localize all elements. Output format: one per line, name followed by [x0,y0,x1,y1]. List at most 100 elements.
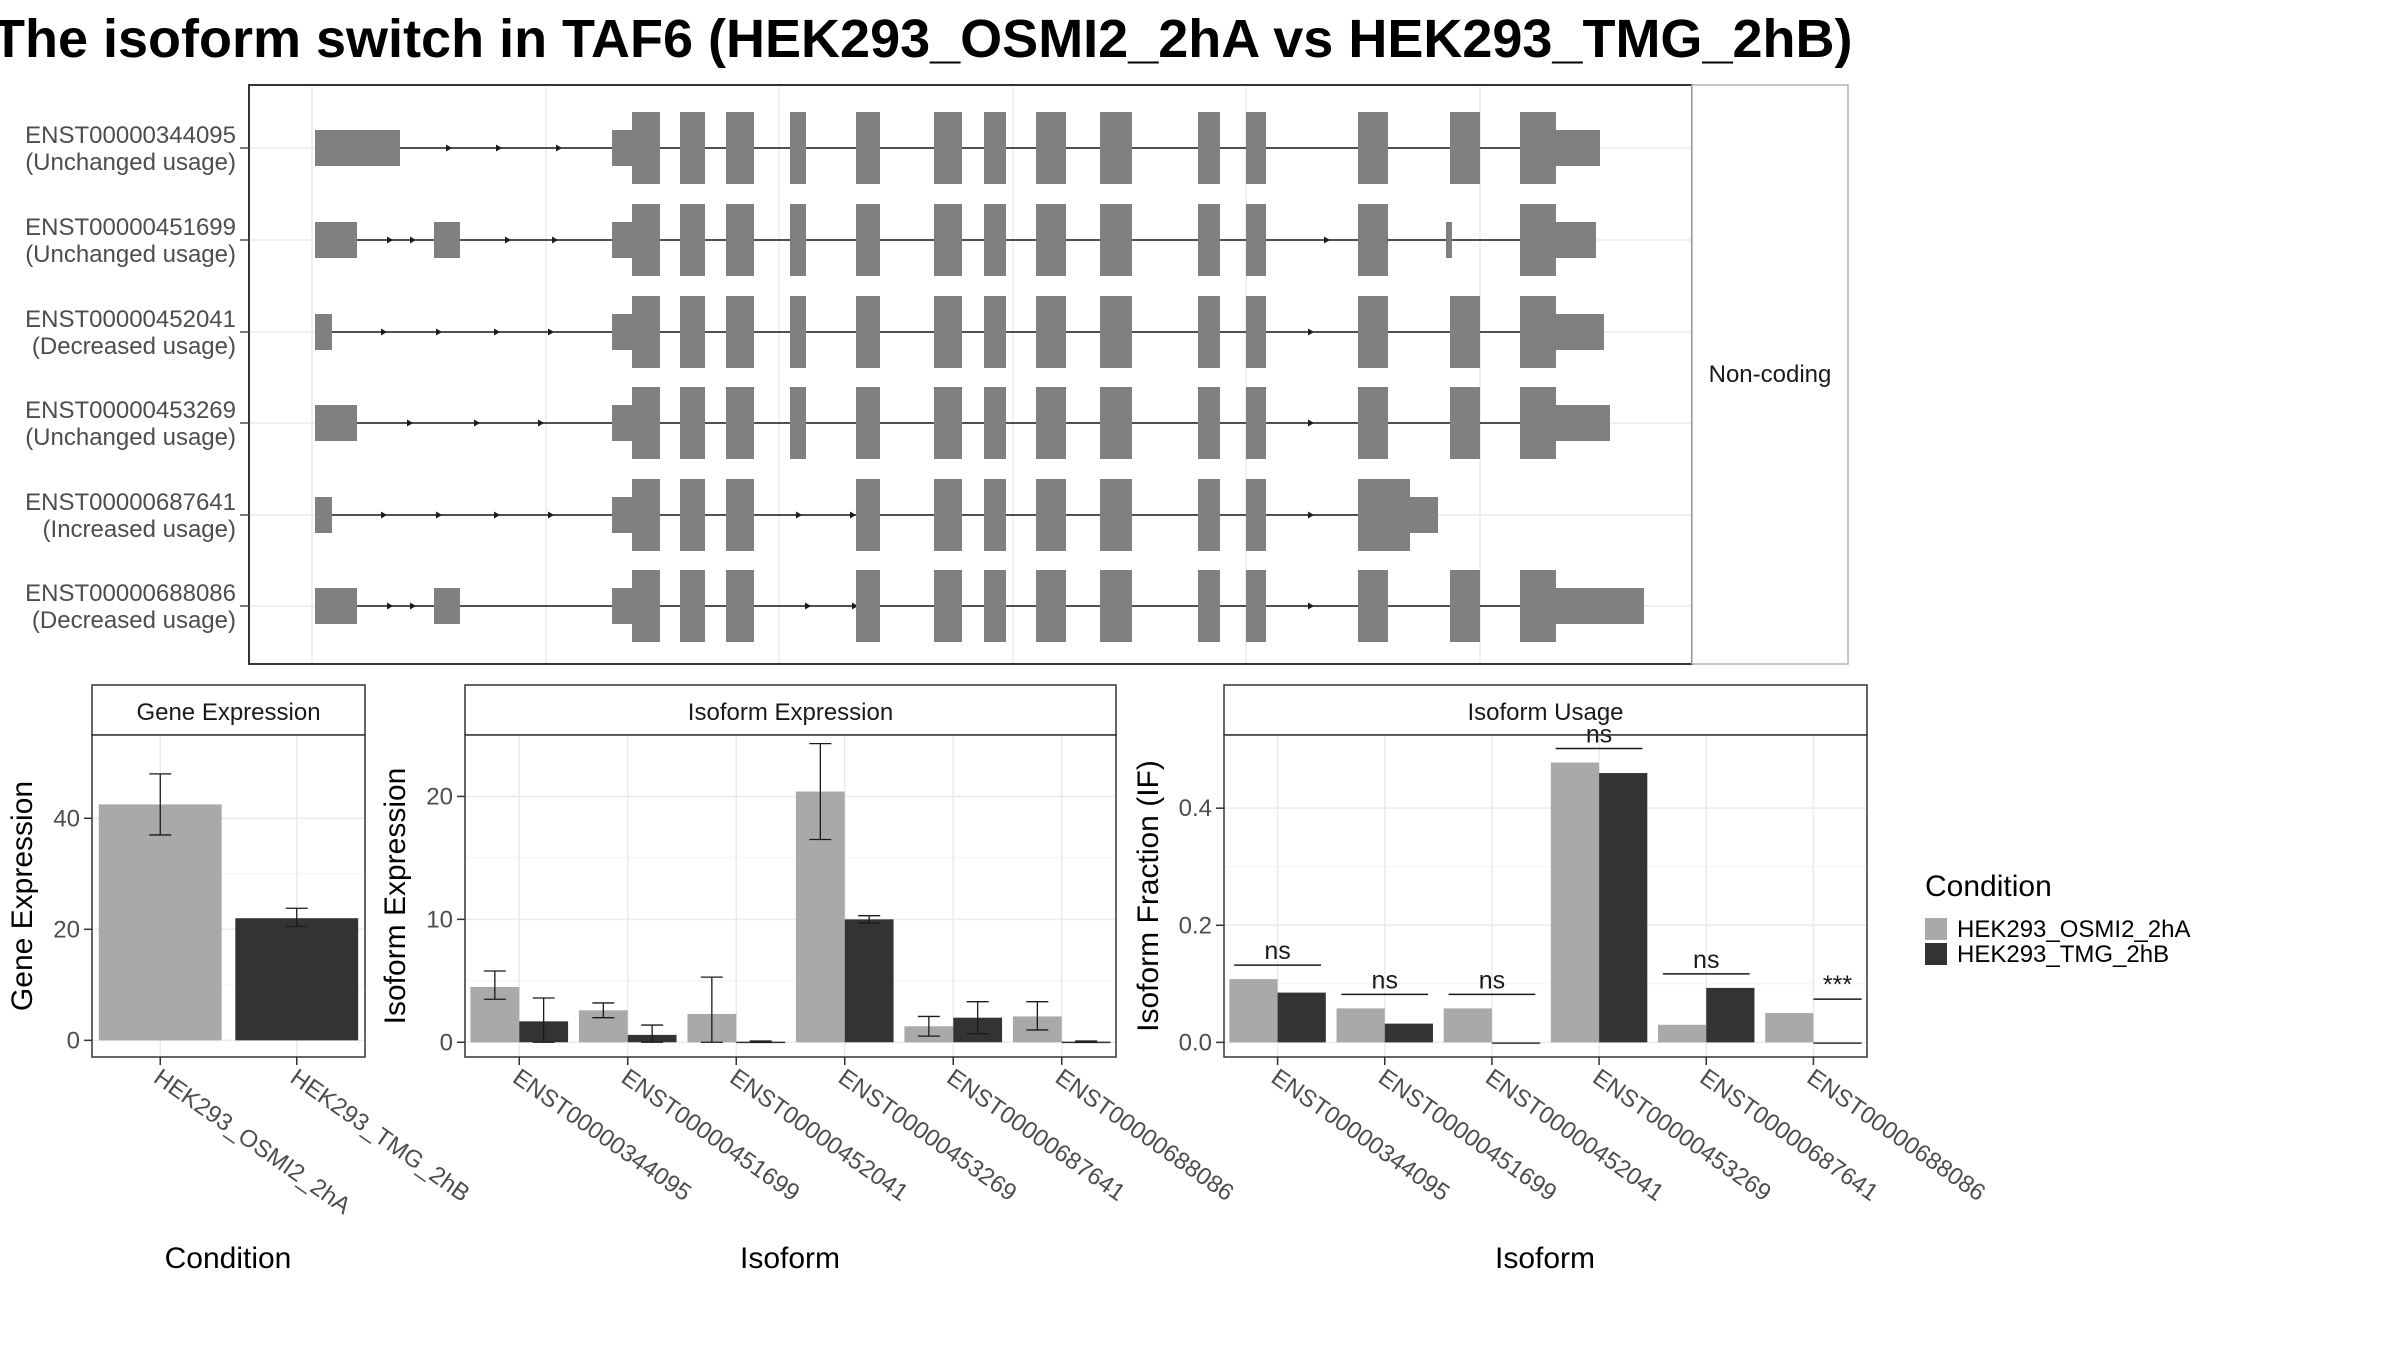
isoform-track [315,479,1438,551]
y-tick-label: 10 [426,906,453,933]
strand-arrow [505,236,511,244]
coding-exon [1036,112,1066,184]
utr-exon [612,588,632,624]
utr-exon [315,497,332,533]
coding-exon [1198,296,1220,368]
coding-exon [1358,387,1388,459]
coding-exon [680,570,705,642]
bar [1658,1024,1707,1043]
significance-label: ns [1693,946,1719,974]
strand-arrow [410,602,416,610]
significance-label: ns [1479,966,1505,994]
coding-exon [1450,296,1480,368]
x-tick-label: ENST00000344095 [508,1064,696,1207]
coding-exon [680,296,705,368]
significance-label: ns [1264,937,1290,965]
coding-exon [1246,479,1266,551]
coding-exon [934,112,962,184]
significance-label: *** [1823,971,1852,999]
bar [844,919,894,1043]
coding-exon [632,112,660,184]
y-tick-label: 40 [53,805,80,832]
isoform-track [315,570,1644,642]
utr-exon [434,222,460,258]
utr-exon [1556,588,1644,624]
utr-exon [612,130,632,166]
utr-exon [1556,405,1610,441]
bar [1443,1008,1492,1043]
strand-arrow [1308,602,1314,610]
panel-frame [91,734,366,1058]
coding-exon [1450,570,1480,642]
x-tick-label: ENST00000451699 [616,1064,804,1207]
panel-strip [464,684,1117,736]
coding-exon [790,296,806,368]
isoform-id-label: ENST00000687641 [25,489,236,516]
legend-title: Condition [1925,870,2052,903]
coding-exon [726,479,754,551]
bar [1491,1042,1541,1044]
y-axis-title: Gene Expression [6,781,39,1011]
strand-arrow [494,328,500,336]
coding-exon [1036,570,1066,642]
utr-exon [1556,314,1604,350]
x-tick-label: ENST00000687641 [942,1064,1130,1207]
strand-arrow [387,236,393,244]
utr-exon [1556,222,1596,258]
facet-strip [1691,84,1849,665]
coding-exon [1358,296,1388,368]
coding-exon [1246,387,1266,459]
isoform-structure-panel: Non-coding ENST00000344095(Unchanged usa… [25,84,1849,665]
isoform-usage-label: (Increased usage) [43,516,236,543]
utr-exon [1556,130,1600,166]
isoform-id-label: ENST00000451699 [25,214,236,241]
coding-exon [680,479,705,551]
y-axis-title: Isoform Fraction (IF) [1132,760,1165,1032]
coding-exon [856,204,880,276]
coding-exon [1198,112,1220,184]
structure-tracks [315,112,1644,642]
bar [1599,773,1648,1043]
isoform-usage-label: (Unchanged usage) [25,241,236,268]
x-axis-title: Condition [165,1242,292,1275]
coding-exon [1450,112,1480,184]
isoform-track [315,112,1600,184]
coding-exon [984,296,1006,368]
isoform-labels: ENST00000344095(Unchanged usage)ENST0000… [25,122,249,634]
strand-arrow [1324,236,1330,244]
significance-label: ns [1372,966,1398,994]
strand-arrow [436,328,442,336]
coding-exon [856,570,880,642]
coding-exon [680,112,705,184]
x-tick-label: ENST00000452041 [725,1064,913,1207]
coding-exon [1450,387,1480,459]
strand-arrow [1308,511,1314,519]
strand-arrow [548,328,554,336]
coding-exon [790,112,806,184]
coding-exon [856,387,880,459]
strand-arrow [1308,419,1314,427]
coding-exon [1246,570,1266,642]
figure-title: The isoform switch in TAF6 (HEK293_OSMI2… [0,9,1852,69]
coding-exon [984,387,1006,459]
x-tick-label: ENST00000688086 [1050,1064,1238,1207]
x-tick-label: ENST00000687641 [1695,1064,1883,1207]
chart-gene-expression: Gene Expression02040HEK293_OSMI2_2hAHEK2… [6,684,475,1275]
utr-exon [434,588,460,624]
y-tick-label: 0 [67,1027,80,1054]
coding-exon [1246,204,1266,276]
coding-exon [1198,570,1220,642]
strand-arrow [410,236,416,244]
coding-exon [790,204,806,276]
bar [1277,992,1326,1043]
coding-exon [934,570,962,642]
coding-exon [856,112,880,184]
plot-area [465,735,1116,1057]
coding-exon [1100,387,1132,459]
y-tick-label: 20 [426,783,453,810]
x-tick-label: ENST00000344095 [1266,1064,1454,1207]
bar [1813,1042,1862,1044]
panel-strip-label: Isoform Usage [1467,699,1623,726]
strand-arrow [852,602,858,610]
